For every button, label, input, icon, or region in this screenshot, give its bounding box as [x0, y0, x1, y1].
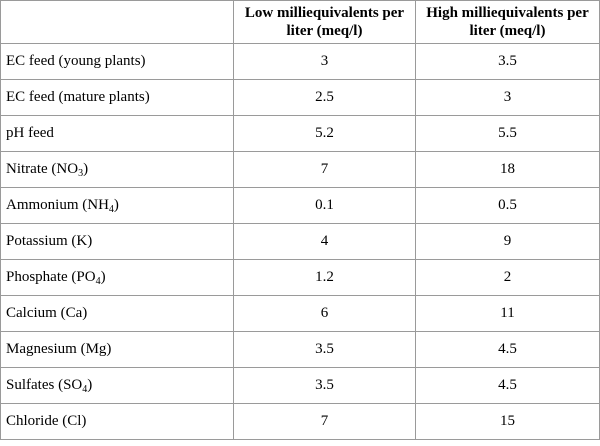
low-value: 2.5 [233, 79, 416, 116]
table-row: Sulfates (SO4) 3.5 4.5 [0, 367, 600, 404]
header-high-meq: High milliequivalents per liter (meq/l) [415, 0, 600, 44]
table-row: Potassium (K) 4 9 [0, 223, 600, 260]
high-value: 4.5 [415, 331, 600, 368]
high-value: 2 [415, 259, 600, 296]
low-value: 7 [233, 403, 416, 440]
row-label: EC feed (mature plants) [0, 79, 234, 116]
high-value: 0.5 [415, 187, 600, 224]
table-row: Phosphate (PO4) 1.2 2 [0, 259, 600, 296]
table-header-row: Low milliequivalents per liter (meq/l) H… [0, 0, 600, 44]
low-value: 5.2 [233, 115, 416, 152]
table-row: Ammonium (NH4) 0.1 0.5 [0, 187, 600, 224]
row-label: Ammonium (NH4) [0, 187, 234, 224]
row-label: Nitrate (NO3) [0, 151, 234, 188]
high-value: 3.5 [415, 43, 600, 80]
low-value: 3.5 [233, 367, 416, 404]
header-low-meq: Low milliequivalents per liter (meq/l) [233, 0, 416, 44]
table-row: EC feed (young plants) 3 3.5 [0, 43, 600, 80]
table-row: Chloride (Cl) 7 15 [0, 403, 600, 440]
row-label: pH feed [0, 115, 234, 152]
high-value: 5.5 [415, 115, 600, 152]
row-label: Phosphate (PO4) [0, 259, 234, 296]
low-value: 6 [233, 295, 416, 332]
row-label: Calcium (Ca) [0, 295, 234, 332]
header-parameter [0, 0, 234, 44]
table-row: Calcium (Ca) 6 11 [0, 295, 600, 332]
low-value: 7 [233, 151, 416, 188]
high-value: 18 [415, 151, 600, 188]
low-value: 4 [233, 223, 416, 260]
low-value: 1.2 [233, 259, 416, 296]
table-row: Magnesium (Mg) 3.5 4.5 [0, 331, 600, 368]
low-value: 3 [233, 43, 416, 80]
row-label: Potassium (K) [0, 223, 234, 260]
table-row: Nitrate (NO3) 7 18 [0, 151, 600, 188]
low-value: 0.1 [233, 187, 416, 224]
row-label: Sulfates (SO4) [0, 367, 234, 404]
low-value: 3.5 [233, 331, 416, 368]
high-value: 9 [415, 223, 600, 260]
row-label: Chloride (Cl) [0, 403, 234, 440]
high-value: 4.5 [415, 367, 600, 404]
high-value: 15 [415, 403, 600, 440]
row-label: Magnesium (Mg) [0, 331, 234, 368]
high-value: 11 [415, 295, 600, 332]
table-row: pH feed 5.2 5.5 [0, 115, 600, 152]
high-value: 3 [415, 79, 600, 116]
table-row: EC feed (mature plants) 2.5 3 [0, 79, 600, 116]
row-label: EC feed (young plants) [0, 43, 234, 80]
